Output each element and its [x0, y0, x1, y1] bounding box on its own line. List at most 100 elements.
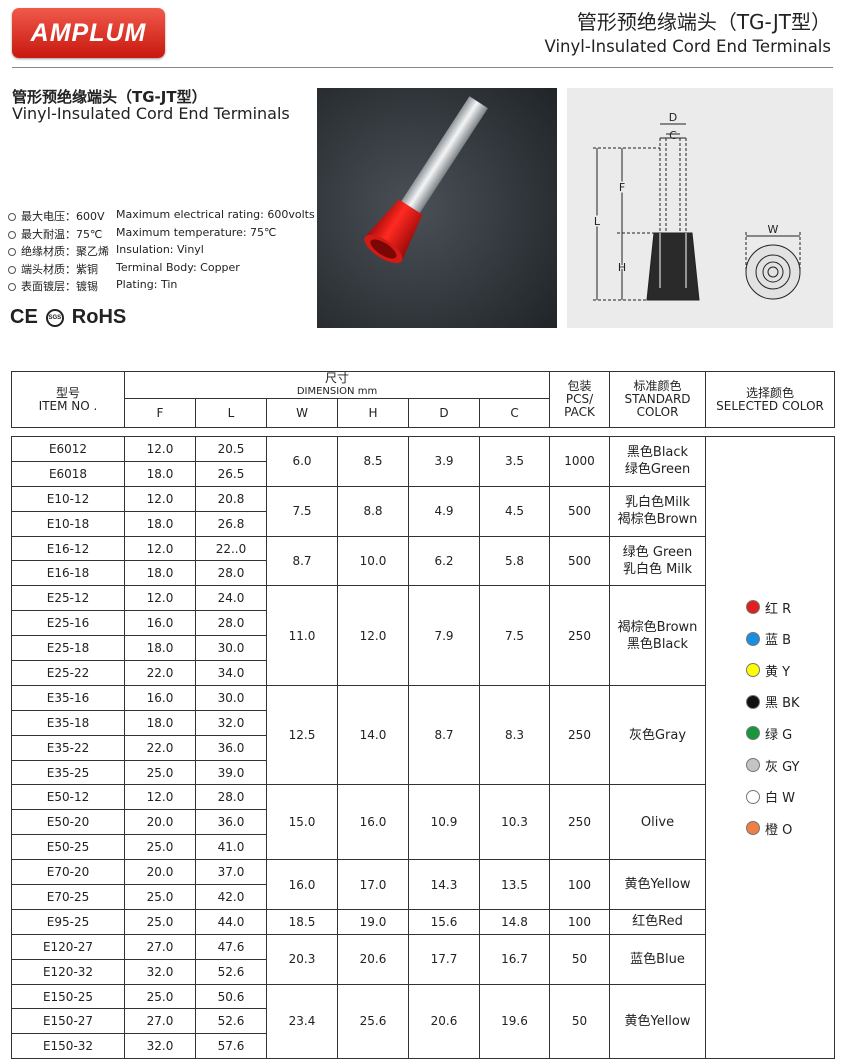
cell: 32.0: [195, 709, 267, 736]
color-cell: 绿色 Green 乳白色 Milk: [609, 535, 706, 587]
table-row: E70-20 20.0 37.0 16.0 17.0 14.3 13.5 100 黄色Yello…: [11, 859, 835, 910]
color-cell: 黄色Yellow: [609, 983, 706, 1060]
product-photo: [317, 88, 557, 328]
cell: 28.0: [195, 560, 267, 587]
dimension-diagram: D C F L H W: [567, 88, 833, 328]
cell: 4.5: [479, 485, 550, 537]
standard-color: Olive: [640, 814, 675, 830]
table-row: E25-12 12.0 24.0 11.0 12.0 7.9 7.5 250 褐棕色Brown 黑…: [11, 585, 835, 686]
cell: 8.3: [479, 684, 550, 786]
cell: E120-27: [11, 933, 125, 960]
color-cell: 黑色Black 绿色Green: [609, 436, 706, 487]
cell: E35-16: [11, 684, 125, 711]
cell: 7.5: [266, 485, 338, 537]
cell: E35-22: [11, 734, 125, 761]
dim-label: L: [594, 215, 601, 228]
cell: E70-25: [11, 884, 125, 910]
cell: 16.7: [479, 933, 550, 985]
cell: 20.5: [195, 436, 267, 462]
table-row: E6012 12.0 20.5 6.0 8.5 3.9 3.5 1000 黑色Black 绿色Gr…: [11, 435, 835, 1060]
header-cell: SELECTED COLOR: [716, 398, 824, 413]
color-swatch: [746, 758, 760, 773]
standard-color: 灰色Gray: [628, 727, 687, 743]
standard-color: 黄色Yellow: [624, 1013, 691, 1029]
cell: 10.9: [408, 784, 480, 861]
header-cell: D: [408, 398, 480, 428]
color-label: 红 R: [765, 601, 792, 617]
cell: E120-32: [11, 958, 125, 985]
standard-color: 蓝色Blue: [630, 951, 685, 967]
color-label: 蓝 B: [765, 633, 792, 649]
spec-cn: 最大耐温：75℃: [8, 226, 116, 242]
spec-cn: 表面镀层：镀锡: [8, 278, 116, 294]
header-cell: L: [195, 398, 267, 428]
cell: 250: [549, 585, 610, 686]
cell: 25.0: [124, 983, 196, 1010]
cell: 25.0: [124, 834, 196, 861]
header-cell: 标准颜色: [633, 379, 682, 393]
color-swatch: [746, 694, 760, 709]
color-cell: Olive: [609, 784, 706, 861]
table-row: E50-12 12.0 28.0 15.0 16.0 10.9 10.3 250 Olive: [11, 784, 835, 861]
logo: AMPLUM: [12, 8, 165, 58]
table-row: E25-16 16.0 28.0: [11, 610, 835, 637]
cell: 7.5: [479, 585, 550, 686]
cell: 10.0: [337, 535, 409, 587]
color-label: 白 W: [765, 791, 795, 807]
cell: 100: [549, 908, 610, 935]
certifications: CE SGS RoHS: [10, 306, 126, 329]
selected-color: 白 W: [746, 787, 795, 806]
cell: 12.0: [124, 535, 196, 562]
cell: E10-12: [11, 485, 125, 512]
cell: 250: [549, 684, 610, 786]
cell: 57.6: [195, 1033, 267, 1060]
cell: E10-18: [11, 510, 125, 537]
standard-color: 黑色Black: [626, 636, 689, 652]
table-row: E150-25 25.0 50.6 23.4 25.6 20.6 19.6 50 黄色Yello…: [11, 983, 835, 1060]
cell: E70-20: [11, 859, 125, 886]
cell: E6018: [11, 460, 125, 487]
cell: E16-12: [11, 535, 125, 562]
table-row: E35-16 16.0 30.0 12.5 14.0 8.7 8.3 250 灰色Gray: [11, 684, 835, 786]
header-cell: ITEM NO .: [38, 398, 98, 413]
cell: 13.5: [479, 859, 550, 910]
cell: 28.0: [195, 610, 267, 637]
spec-row: 绝缘材质：聚乙烯 Insulation: Vinyl: [8, 243, 204, 259]
cell: 6.2: [408, 535, 480, 587]
cell: 12.0: [124, 585, 196, 612]
table-row: E150-32 32.0 57.6: [11, 1033, 835, 1060]
cell: 18.0: [124, 510, 196, 537]
color-cell: 蓝色Blue: [609, 933, 706, 985]
cell: 42.0: [195, 884, 267, 910]
cell: E150-25: [11, 983, 125, 1010]
color-swatch: [746, 600, 760, 615]
header-cell: 尺寸: [325, 371, 350, 385]
cell: 25.0: [124, 884, 196, 910]
cell: 26.8: [195, 510, 267, 537]
selected-color: 灰 GY: [746, 756, 800, 775]
spec-en: Maximum electrical rating: 600volts: [116, 208, 315, 221]
cell: E16-18: [11, 560, 125, 587]
spec-row: 端头材质：紫铜 Terminal Body: Copper: [8, 261, 240, 277]
color-swatch: [746, 663, 760, 678]
header-title-cn: 管形预绝缘端头（TG-JT型）: [576, 10, 831, 34]
cell: 14.0: [337, 684, 409, 786]
cell: 12.0: [337, 585, 409, 686]
header-cell: F: [124, 398, 196, 428]
spec-cn: 端头材质：紫铜: [8, 261, 116, 277]
cell: 15.6: [408, 908, 480, 935]
cell: 3.5: [479, 436, 550, 487]
cell: 30.0: [195, 684, 267, 711]
cell: 50: [549, 933, 610, 985]
spec-en: Maximum temperature: 75℃: [116, 225, 277, 239]
spec-row: 最大耐温：75℃ Maximum temperature: 75℃: [8, 226, 276, 242]
cell: 14.3: [408, 859, 480, 910]
cell: 18.0: [124, 460, 196, 487]
selected-color: 蓝 B: [746, 629, 791, 648]
spec-row: 最大电压：600V Maximum electrical rating: 600v…: [8, 208, 315, 224]
standard-color: 乳白色 Milk: [622, 561, 693, 577]
spec-cn: 最大电压：600V: [8, 208, 116, 224]
dim-label: D: [669, 111, 677, 124]
color-swatch: [746, 726, 760, 741]
cell: 23.4: [266, 983, 338, 1060]
